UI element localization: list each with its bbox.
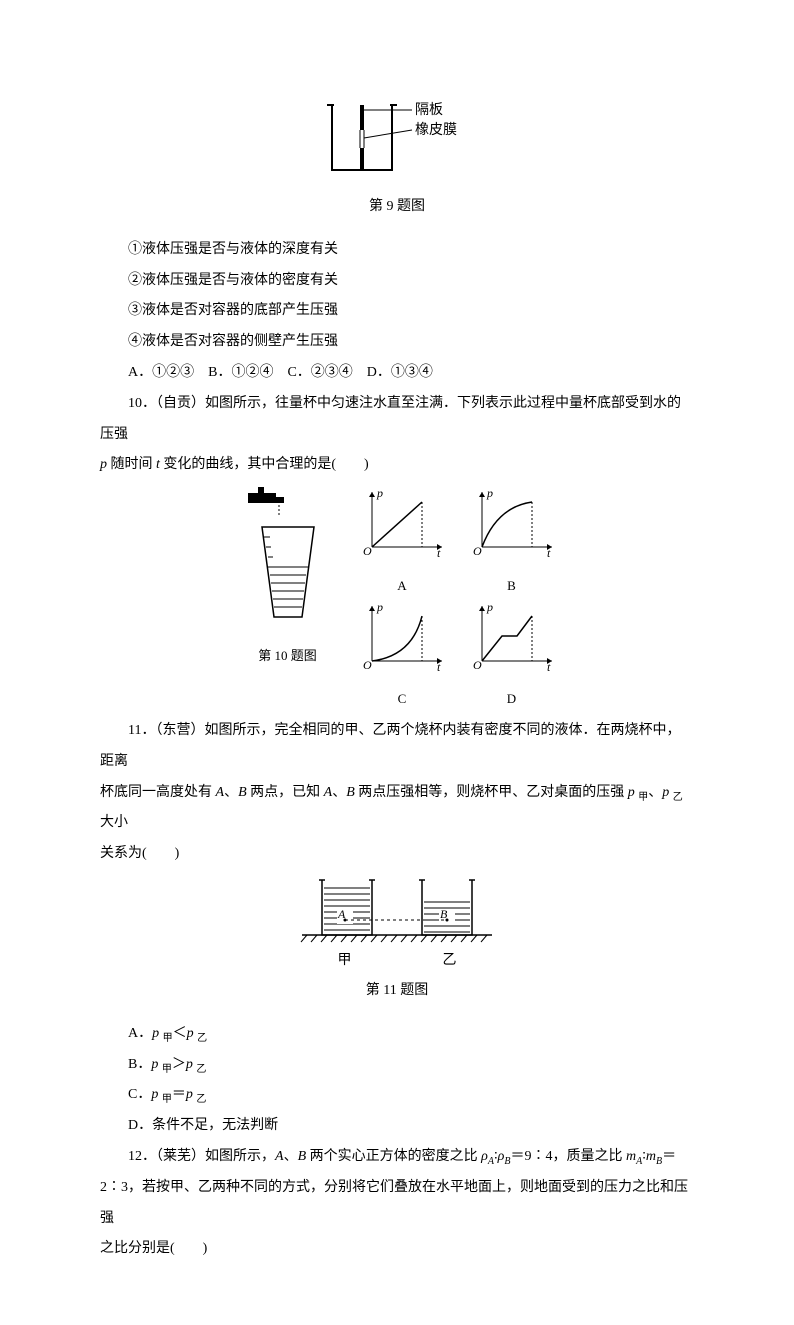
- svg-text:O: O: [363, 658, 372, 671]
- svg-text:p: p: [376, 487, 383, 500]
- graph-b: p t O B: [467, 487, 557, 600]
- svg-text:O: O: [363, 544, 372, 557]
- svg-text:O: O: [473, 544, 482, 557]
- q11-line2: 杯底同一高度处有 A、B 两点，已知 A、B 两点压强相等，则烧杯甲、乙对桌面的…: [100, 778, 694, 840]
- q9-opts: A．①②③ B．①②④ C．②③④ D．①③④: [100, 358, 694, 389]
- fig9-container: 隔板 橡皮膜: [100, 90, 694, 184]
- q12-line3: 之比分别是( ): [100, 1234, 694, 1265]
- svg-text:O: O: [473, 658, 482, 671]
- fig9-label2: 橡皮膜: [415, 122, 457, 138]
- q9-s2: ②液体压强是否与液体的密度有关: [100, 266, 694, 297]
- q12-line2: 2∶3，若按甲、乙两种不同的方式，分别将它们叠放在水平地面上，则地面受到的压力之…: [100, 1173, 694, 1235]
- graph-a-label: A: [357, 572, 447, 601]
- q10-line1: 10．（自贡）如图所示，往量杯中匀速注水直至注满．下列表示此过程中量杯底部受到水…: [100, 389, 694, 451]
- svg-text:A: A: [337, 907, 346, 921]
- q10-line2: pp 随时间 t 变化的曲线，其中合理的是( ) 随时间 t 变化的曲线，其中合…: [100, 450, 694, 481]
- graph-c: p t O C: [357, 601, 447, 714]
- q11-optB: B．p 甲＞p 乙: [100, 1050, 694, 1081]
- q10-cup: 第 10 题图: [238, 487, 338, 670]
- q11-optD: D．条件不足，无法判断: [100, 1111, 694, 1142]
- q9-s3: ③液体是否对容器的底部产生压强: [100, 296, 694, 327]
- q9-s4: ④液体是否对容器的侧壁产生压强: [100, 327, 694, 358]
- fig11-jia: 甲: [320, 954, 370, 968]
- q11-optA: A．p 甲＜p 乙: [100, 1019, 694, 1050]
- q11-line1: 11．（东营）如图所示，完全相同的甲、乙两个烧杯内装有密度不同的液体．在两烧杯中…: [100, 716, 694, 778]
- svg-text:p: p: [376, 601, 383, 614]
- q12-line1: 12．（莱芜）如图所示，A、B 两个实心正方体的密度之比 ρA∶ρB＝9∶4，质…: [100, 1142, 694, 1173]
- fig11-yi: 乙: [425, 954, 475, 968]
- graph-c-label: C: [357, 685, 447, 714]
- q9-s1: ①液体压强是否与液体的深度有关: [100, 235, 694, 266]
- graph-b-label: B: [467, 572, 557, 601]
- graph-d: p t O D: [467, 601, 557, 714]
- svg-text:p: p: [486, 601, 493, 614]
- fig11-caption: 第 11 题图: [100, 976, 694, 1007]
- fig9-label1: 隔板: [415, 102, 443, 118]
- q10-figure-row: 第 10 题图 p t O A: [100, 487, 694, 714]
- q11-line3: 关系为( ): [100, 839, 694, 870]
- svg-text:p: p: [486, 487, 493, 500]
- q11-optC: C．p 甲＝p 乙: [100, 1080, 694, 1111]
- fig11-container: A B 甲 乙: [100, 870, 694, 968]
- q10-cup-caption: 第 10 题图: [238, 642, 338, 671]
- svg-text:B: B: [440, 907, 448, 921]
- graph-d-label: D: [467, 685, 557, 714]
- fig9-svg: 隔板 橡皮膜: [312, 90, 482, 180]
- graph-a: p t O A: [357, 487, 447, 600]
- fig9-caption: 第 9 题图: [100, 192, 694, 223]
